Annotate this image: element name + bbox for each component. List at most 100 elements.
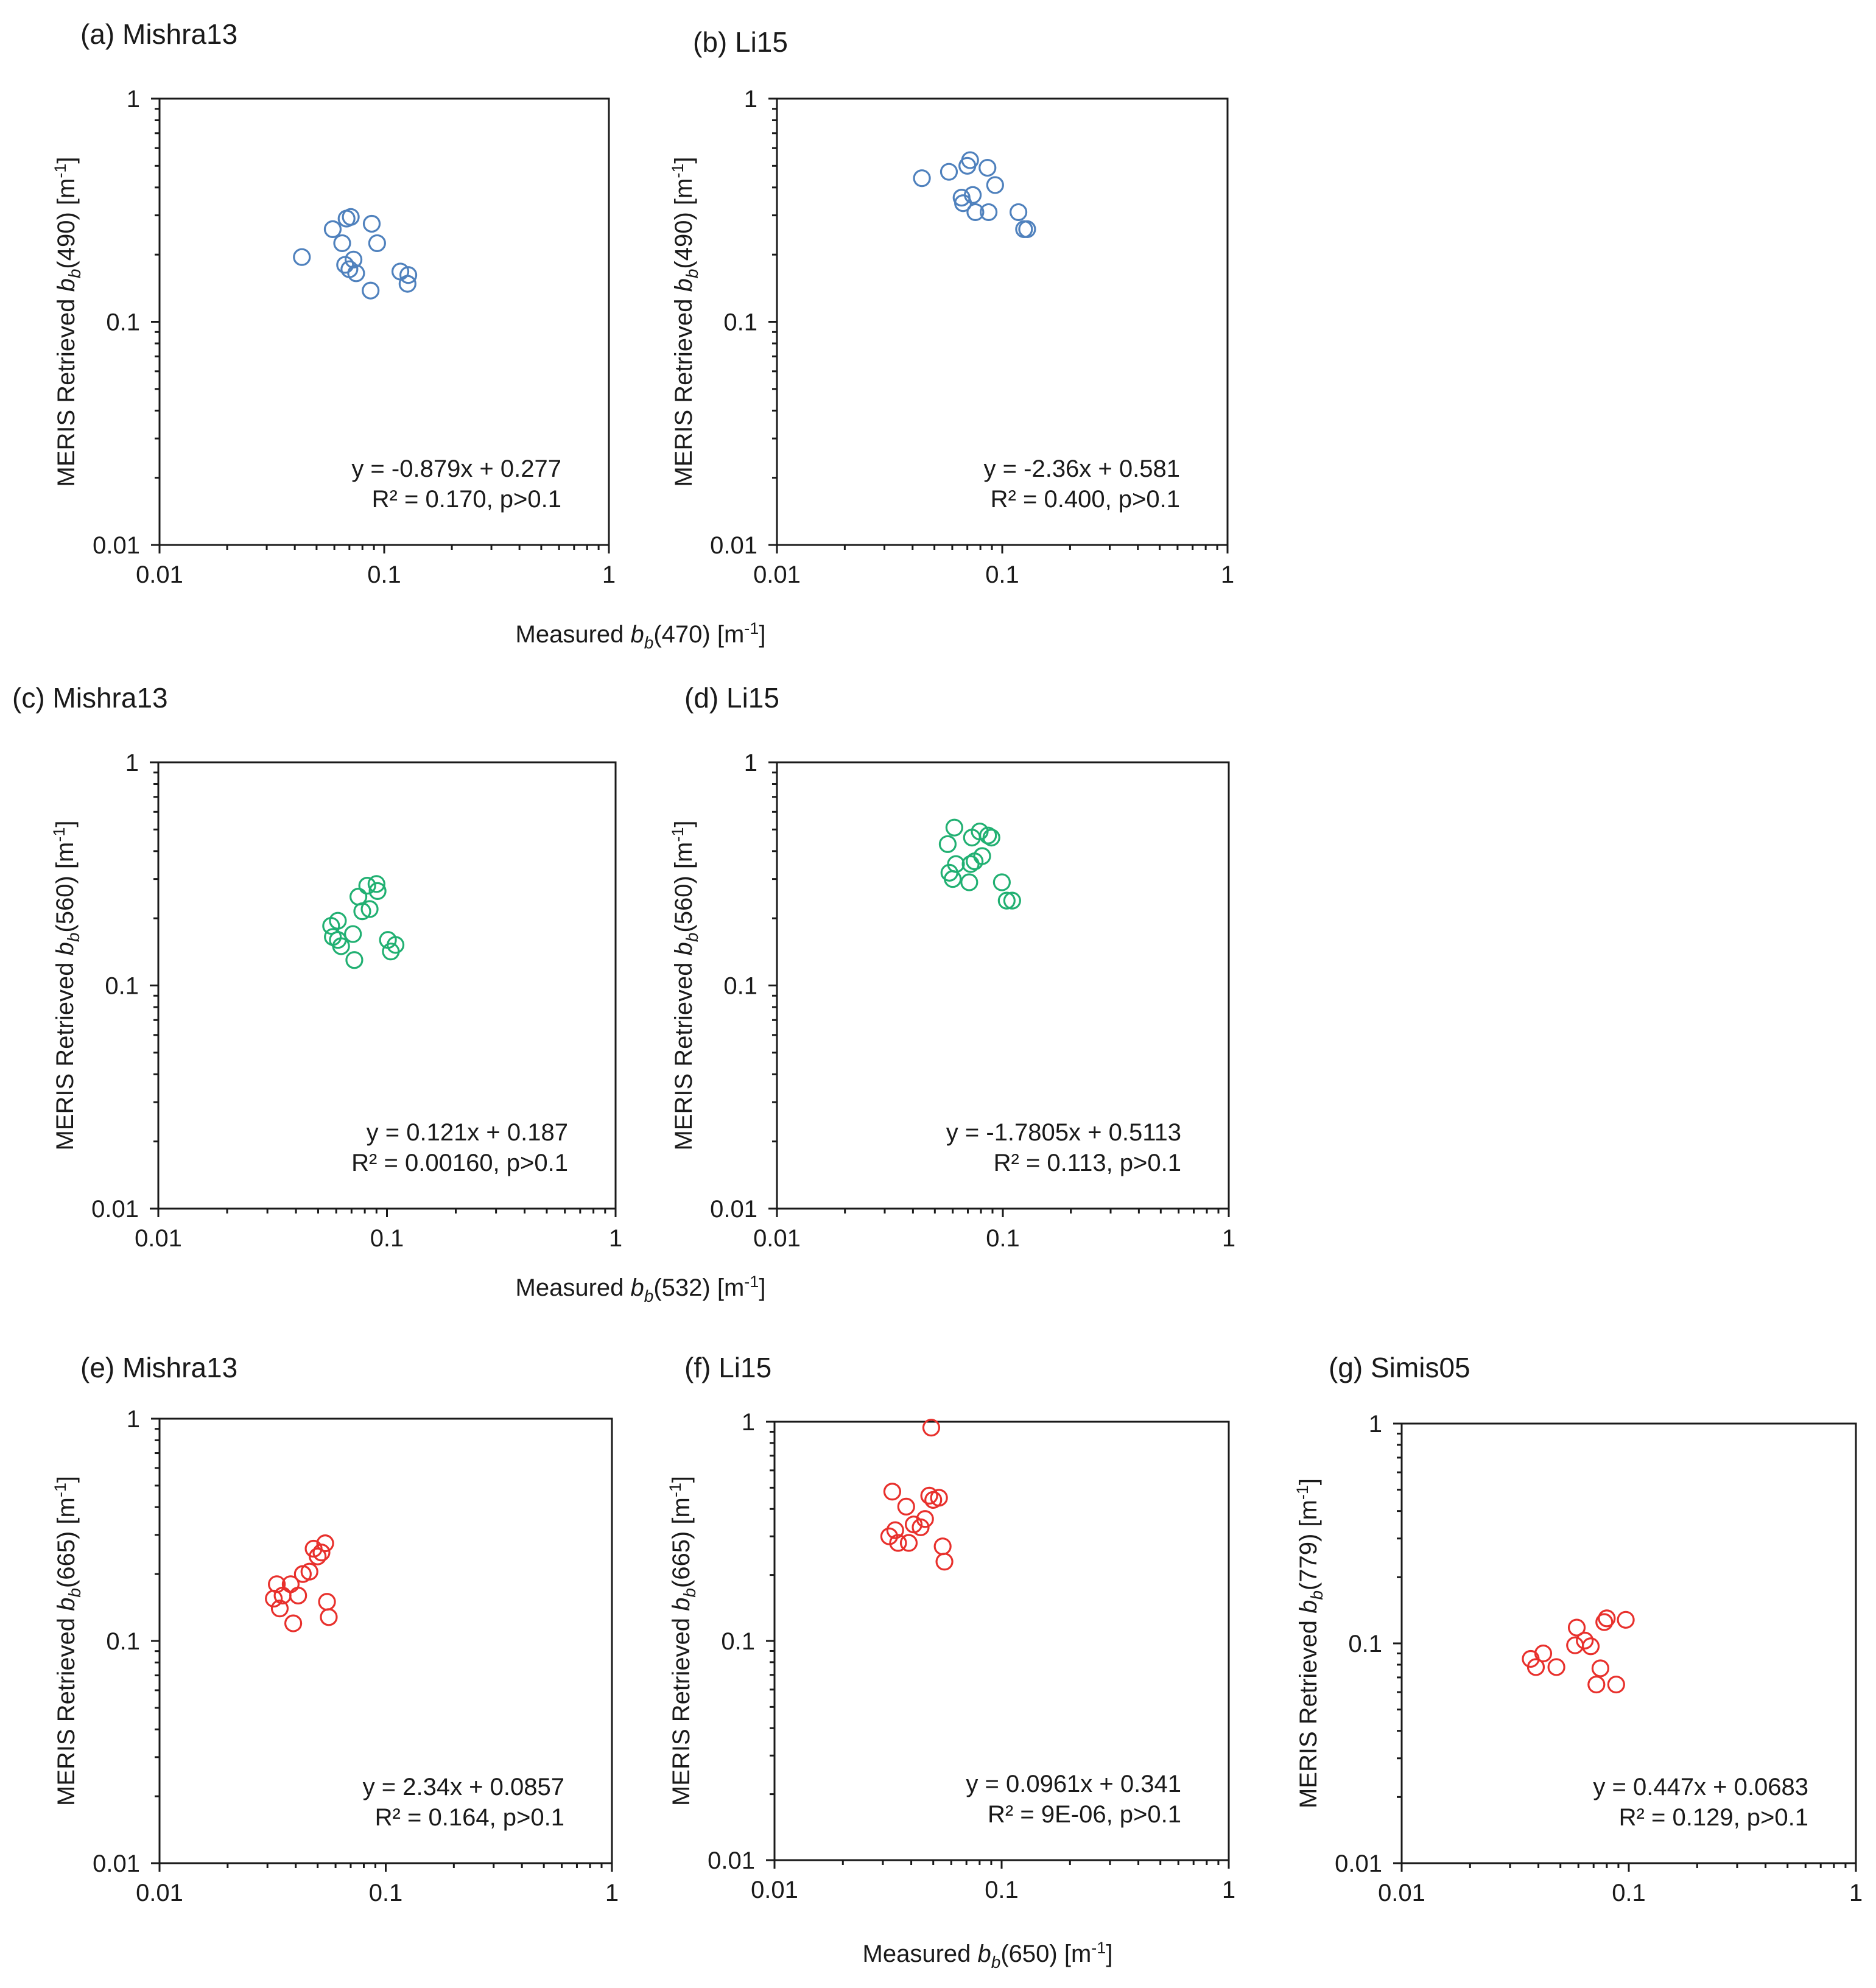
y-tick-label: 1 (125, 750, 139, 776)
data-point (360, 900, 379, 918)
y-tick-label: 1 (744, 86, 757, 113)
data-point (368, 882, 387, 900)
shared-xlabel-row1: Measured bb(470) [m-1] (516, 619, 766, 652)
data-point (883, 1483, 902, 1501)
y-tick-label: 1 (127, 86, 140, 113)
data-point (1576, 1631, 1594, 1649)
x-tick-label: 0.01 (136, 561, 183, 588)
data-point (1595, 1613, 1614, 1631)
data-point (329, 911, 347, 930)
x-tick-label: 1 (1222, 1225, 1235, 1252)
data-point (1526, 1658, 1545, 1676)
data-point (992, 873, 1011, 891)
data-point (1547, 1658, 1565, 1676)
y-tick-label: 0.1 (723, 309, 757, 336)
data-point (935, 1553, 954, 1571)
x-tick-label: 0.1 (985, 561, 1019, 588)
y-tick-label: 0.1 (105, 973, 139, 1000)
regression-stats: R² = 0.400, p>0.1 (991, 486, 1180, 513)
data-point (293, 248, 311, 266)
regression-stats: R² = 0.113, p>0.1 (994, 1150, 1181, 1176)
data-point (1598, 1609, 1616, 1628)
data-point (945, 818, 963, 837)
x-tick-label: 0.01 (751, 1877, 798, 1903)
y-tick-label: 0.01 (1335, 1850, 1382, 1877)
data-point (342, 208, 360, 226)
data-point (268, 1575, 286, 1593)
data-point (1009, 203, 1028, 222)
regression-equation: y = 0.447x + 0.0683 (1593, 1774, 1808, 1800)
regression-stats: R² = 0.170, p>0.1 (372, 486, 561, 513)
x-tick-label: 0.1 (369, 1880, 403, 1906)
x-tick-label: 1 (609, 1225, 622, 1252)
regression-equation: y = 0.121x + 0.187 (367, 1119, 568, 1146)
data-point (913, 169, 931, 188)
scatter-panel-6: (f) Li15 0.01 0.01 0.1 0.1 1 1 MERIS Retrieved … (666, 1352, 1235, 1903)
data-point (398, 275, 416, 293)
x-tick-label: 0.01 (136, 1880, 183, 1906)
x-tick-label: 1 (1849, 1880, 1863, 1906)
x-tick-label: 0.1 (370, 1225, 404, 1252)
data-point (323, 220, 342, 239)
data-point (1018, 220, 1036, 239)
data-point (1607, 1675, 1625, 1694)
y-tick-label: 1 (742, 1409, 755, 1436)
x-tick-label: 0.1 (1612, 1880, 1646, 1906)
data-point (344, 250, 363, 269)
data-point (920, 1486, 938, 1505)
data-point (320, 1608, 338, 1626)
data-point (347, 264, 365, 283)
y-tick-label: 1 (744, 750, 757, 776)
data-point (362, 281, 380, 300)
data-point (1587, 1675, 1606, 1694)
x-tick-label: 0.1 (985, 1877, 1019, 1903)
data-point (940, 163, 958, 181)
data-point (886, 1521, 904, 1539)
data-point (316, 1534, 334, 1553)
x-tick-label: 1 (1221, 561, 1234, 588)
y-tick-label: 0.1 (106, 1628, 140, 1655)
data-point (1534, 1644, 1553, 1663)
data-point (289, 1586, 307, 1605)
scatter-panel-3: (c) Mishra13 0.010.01 0.1 0.1 1 1 MERIS Retrie… (12, 682, 622, 1252)
x-tick-label: 0.1 (986, 1225, 1020, 1252)
data-point (358, 877, 376, 895)
data-point (986, 176, 1004, 194)
panel-title: (f) Li15 (684, 1352, 771, 1383)
data-point (979, 826, 997, 845)
y-tick-label: 0.01 (708, 1847, 755, 1874)
panel-title: (a) Mishra13 (80, 18, 237, 50)
y-tick-label: 1 (1369, 1411, 1382, 1438)
panel-title: (e) Mishra13 (80, 1352, 237, 1383)
data-point (912, 1518, 930, 1536)
x-tick-label: 1 (602, 561, 616, 588)
data-point (966, 203, 985, 222)
data-point (997, 891, 1016, 910)
panel-title: (d) Li15 (684, 682, 779, 714)
data-point (344, 925, 362, 943)
data-point (889, 1534, 907, 1552)
data-point (1581, 1637, 1600, 1656)
x-tick-label: 0.01 (1378, 1880, 1425, 1906)
shared-xlabel-row2: Measured bb(532) [m-1] (516, 1273, 766, 1305)
data-point (930, 1489, 948, 1507)
data-point (961, 151, 979, 169)
regression-equation: y = -2.36x + 0.581 (984, 455, 1180, 482)
y-tick-label: 0.1 (1348, 1631, 1382, 1657)
data-point (367, 875, 385, 893)
data-point (897, 1497, 915, 1516)
y-tick-label: 0.01 (710, 532, 757, 559)
data-point (982, 828, 1000, 847)
data-point (318, 1593, 336, 1611)
regression-equation: y = -0.879x + 0.277 (351, 455, 561, 482)
data-point (880, 1527, 899, 1545)
y-tick-label: 0.01 (710, 1196, 757, 1223)
data-point (1567, 1618, 1586, 1637)
data-point (386, 936, 405, 954)
data-point (980, 203, 998, 222)
regression-equation: y = 2.34x + 0.0857 (363, 1774, 564, 1800)
data-point (1003, 891, 1021, 910)
data-point (960, 873, 978, 891)
data-point (333, 234, 351, 253)
